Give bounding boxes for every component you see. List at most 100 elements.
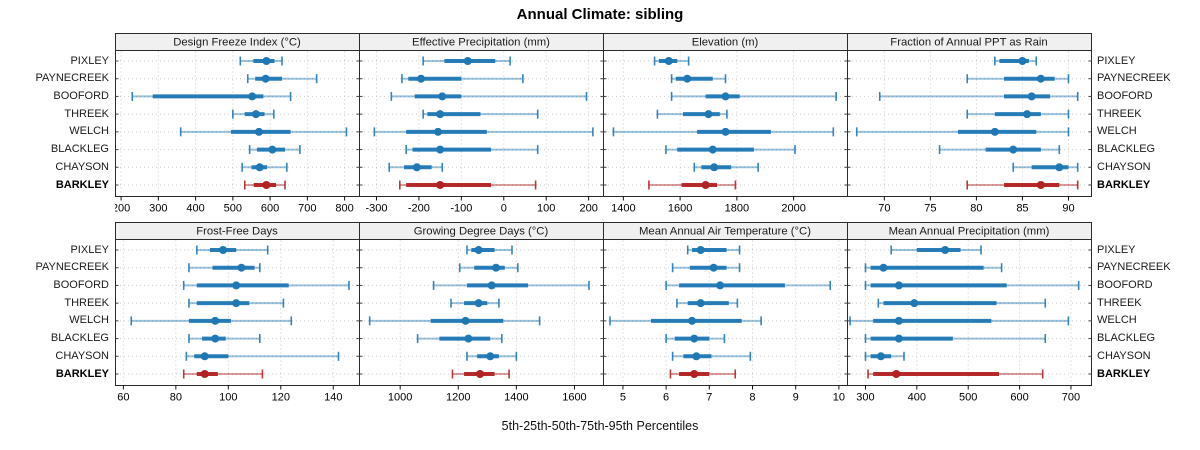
median-dot — [708, 145, 717, 154]
axis-tick-label: 70 — [878, 203, 890, 215]
site-label-left-paynecreek: PAYNECREEK — [35, 261, 109, 274]
median-dot — [692, 352, 701, 361]
median-dot — [262, 181, 271, 189]
median-dot — [476, 370, 485, 378]
axis-tick-label: 7 — [706, 392, 712, 404]
site-label-right-threek: THREEK — [1097, 107, 1142, 120]
panel-svg-fraction-of-annual-ppt-as-rain: Fraction of Annual PPT as Rain 70 75 80 85 90 — [847, 33, 1092, 215]
site-label-left-blackleg: BLACKLEG — [50, 143, 109, 156]
median-dot — [486, 352, 495, 361]
site-label-left-booford: BOOFORD — [53, 278, 109, 291]
median-dot — [438, 92, 447, 101]
axis-tick-label: 90 — [1062, 203, 1074, 215]
median-dot — [412, 163, 421, 172]
median-dot — [254, 127, 263, 136]
axis-tick-label: -200 — [408, 203, 430, 215]
panel-border — [603, 50, 848, 197]
panel-border — [603, 239, 848, 386]
panel-border — [115, 50, 360, 197]
median-dot — [721, 92, 730, 101]
strip-title: Fraction of Annual PPT as Rain — [890, 37, 1047, 49]
panel-mean-annual-air-temperature-c: Mean Annual Air Temperature (°C) 5 6 7 8 9 10 — [603, 222, 848, 409]
median-dot — [1027, 92, 1036, 101]
panel-design-freeze-index-c: Design Freeze Index (°C) 200 300 400 500 600 7… — [112, 33, 360, 220]
axis-tick-label: 10 — [833, 392, 845, 404]
axis-tick-label: 1000 — [388, 392, 412, 404]
axis-tick-label: 8 — [749, 392, 755, 404]
median-dot — [474, 246, 483, 254]
median-dot — [716, 281, 725, 290]
median-dot — [487, 281, 496, 290]
panel-effective-precipitation-mm: Effective Precipitation (mm) -300 -200 -100… — [359, 33, 604, 220]
median-dot — [721, 127, 730, 136]
site-label-right-blackleg: BLACKLEG — [1097, 332, 1156, 345]
site-label-left-threek: THREEK — [64, 107, 109, 120]
site-label-right-threek: THREEK — [1097, 296, 1142, 309]
axis-tick-label: 1400 — [611, 203, 635, 215]
median-dot — [894, 334, 903, 343]
axis-tick-label: 1400 — [504, 392, 528, 404]
site-label-left-blackleg: BLACKLEG — [50, 332, 109, 345]
median-dot — [219, 246, 228, 254]
axis-tick-label: 600 — [1010, 392, 1028, 404]
site-label-right-booford: BOOFORD — [1097, 278, 1153, 291]
median-dot — [696, 246, 705, 254]
site-label-left-welch: WELCH — [69, 125, 109, 138]
median-dot — [474, 299, 483, 308]
site-label-left-welch: WELCH — [69, 314, 109, 327]
axis-tick-label: 80 — [170, 392, 182, 404]
median-dot — [1036, 181, 1045, 189]
axis-tick-label: 100 — [537, 203, 555, 215]
panel-elevation-m: Elevation (m) 1400 1600 1800 2000 — [603, 33, 848, 220]
axis-tick-label: 9 — [793, 392, 799, 404]
site-label-right-welch: WELCH — [1097, 314, 1137, 327]
median-dot — [701, 181, 710, 189]
median-dot — [1055, 163, 1064, 172]
strip-title: Frost-Free Days — [196, 226, 278, 238]
axis-tick-label: 1200 — [446, 392, 470, 404]
axis-tick-label: -300 — [365, 203, 387, 215]
axis-tick-label: 700 — [1062, 392, 1080, 404]
median-dot — [436, 145, 445, 154]
median-dot — [268, 145, 277, 154]
median-dot — [461, 316, 470, 325]
axis-tick-label: 300 — [856, 392, 874, 404]
axis-tick-label: 1600 — [668, 203, 692, 215]
median-dot — [434, 127, 443, 136]
site-label-right-barkley: BARKLEY — [1097, 178, 1151, 191]
axis-tick-label: 1800 — [725, 203, 749, 215]
strip-title: Effective Precipitation (mm) — [412, 37, 550, 49]
axis-tick-label: 75 — [924, 203, 936, 215]
median-dot — [255, 163, 264, 172]
panel-border — [359, 50, 604, 197]
panel-svg-design-freeze-index-c: Design Freeze Index (°C) 200 300 400 500 600 7… — [112, 33, 360, 215]
panel-svg-frost-free-days: Frost-Free Days 60 80 100 120 140 — [115, 222, 360, 404]
site-label-left-chayson: CHAYSON — [55, 160, 109, 173]
median-dot — [709, 263, 718, 272]
axis-tick-label: 6 — [663, 392, 669, 404]
site-label-right-barkley: BARKLEY — [1097, 367, 1151, 380]
median-dot — [894, 281, 903, 290]
median-dot — [436, 181, 445, 189]
site-label-left-paynecreek: PAYNECREEK — [35, 72, 109, 85]
median-dot — [892, 370, 901, 378]
axis-tick-label: 600 — [261, 203, 279, 215]
axis-tick-label: 0 — [501, 203, 507, 215]
site-label-right-welch: WELCH — [1097, 125, 1137, 138]
axis-tick-label: 85 — [1016, 203, 1028, 215]
site-label-left-pixley: PIXLEY — [70, 54, 109, 67]
axis-tick-label: 700 — [298, 203, 316, 215]
median-dot — [1009, 145, 1018, 154]
panel-svg-growing-degree-days-c: Growing Degree Days (°C) 1000 1200 1400 1600 — [359, 222, 604, 404]
median-dot — [464, 334, 473, 343]
median-dot — [237, 263, 246, 272]
median-dot — [710, 163, 719, 172]
site-label-left-threek: THREEK — [64, 296, 109, 309]
median-dot — [894, 316, 903, 325]
median-dot — [683, 74, 692, 83]
strip-title: Growing Degree Days (°C) — [414, 226, 549, 238]
median-dot — [262, 57, 271, 65]
axis-tick-label: 500 — [959, 392, 977, 404]
median-dot — [492, 263, 501, 272]
